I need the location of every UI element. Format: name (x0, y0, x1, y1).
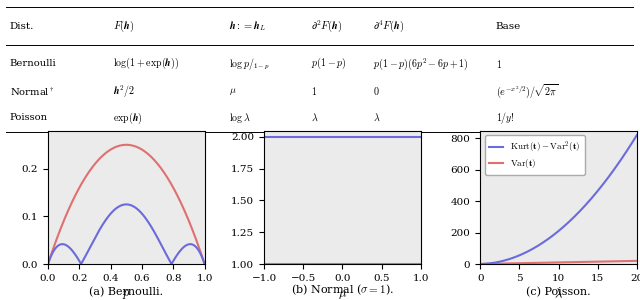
Text: $\log p/_{1-p}$: $\log p/_{1-p}$ (229, 56, 270, 72)
Text: $p(1-p)(6p^2-6p+1)$: $p(1-p)(6p^2-6p+1)$ (373, 56, 469, 72)
Text: $\lambda$: $\lambda$ (373, 112, 381, 124)
X-axis label: $p$: $p$ (122, 288, 131, 300)
Text: Base: Base (495, 22, 521, 31)
Text: $(e^{-x^2/2})/\!\sqrt{2\pi}$: $(e^{-x^2/2})/\!\sqrt{2\pi}$ (495, 82, 558, 100)
Text: $\partial^4 F(\boldsymbol{h})$: $\partial^4 F(\boldsymbol{h})$ (373, 18, 404, 34)
Text: $\boldsymbol{h}^2/2$: $\boldsymbol{h}^2/2$ (113, 83, 135, 100)
Text: $\log\lambda$: $\log\lambda$ (229, 111, 251, 125)
Text: $p(1-p)$: $p(1-p)$ (310, 56, 346, 71)
Text: $\mu$: $\mu$ (229, 86, 237, 97)
Text: $1$: $1$ (495, 58, 502, 70)
Text: $0$: $0$ (373, 85, 380, 98)
Text: $F(\boldsymbol{h})$: $F(\boldsymbol{h})$ (113, 19, 134, 34)
Text: $\partial^2 F(\boldsymbol{h})$: $\partial^2 F(\boldsymbol{h})$ (310, 18, 342, 34)
Text: $\exp(\boldsymbol{h})$: $\exp(\boldsymbol{h})$ (113, 110, 143, 125)
Text: (c) Poisson.: (c) Poisson. (526, 287, 591, 297)
Legend: $\mathrm{Kurt}(\mathbf{t}) - \mathrm{Var}^2(\mathbf{t})$, $\mathrm{Var}(\mathbf{: $\mathrm{Kurt}(\mathbf{t}) - \mathrm{Var… (484, 135, 585, 175)
X-axis label: $\mu$: $\mu$ (338, 288, 347, 300)
X-axis label: $\lambda$: $\lambda$ (554, 288, 563, 300)
Text: Bernoulli: Bernoulli (10, 59, 56, 68)
Text: (a) Bernoulli.: (a) Bernoulli. (89, 287, 163, 297)
Text: $1$: $1$ (310, 85, 317, 98)
Text: (b) Normal ($\sigma = 1$).: (b) Normal ($\sigma = 1$). (291, 283, 394, 297)
Text: Dist.: Dist. (10, 22, 34, 31)
Text: $\boldsymbol{h}:=\boldsymbol{h}_L$: $\boldsymbol{h}:=\boldsymbol{h}_L$ (229, 19, 266, 33)
Text: $1/y!$: $1/y!$ (495, 110, 515, 126)
Text: Normal$^\dagger$: Normal$^\dagger$ (10, 85, 54, 98)
Text: Poisson: Poisson (10, 113, 47, 122)
Text: $\lambda$: $\lambda$ (310, 112, 318, 124)
Text: $\log(1+\exp(\boldsymbol{h}))$: $\log(1+\exp(\boldsymbol{h}))$ (113, 56, 179, 71)
